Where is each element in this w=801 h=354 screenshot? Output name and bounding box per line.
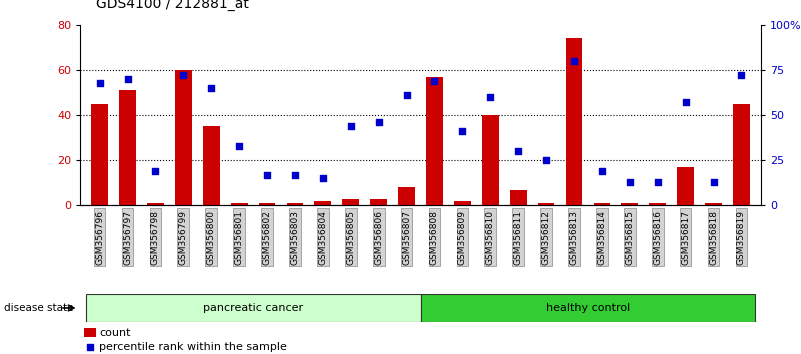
Text: GSM356814: GSM356814 [598, 210, 606, 265]
Text: count: count [99, 328, 131, 338]
Text: GSM356817: GSM356817 [681, 210, 690, 265]
Text: pancreatic cancer: pancreatic cancer [203, 303, 303, 313]
Point [372, 119, 385, 125]
Bar [705, 203, 722, 205]
Bar [421, 294, 755, 322]
Point [177, 73, 190, 78]
Text: GSM356818: GSM356818 [709, 210, 718, 265]
Bar [315, 201, 332, 205]
Text: GSM356804: GSM356804 [318, 210, 328, 265]
Bar [119, 90, 136, 205]
Point [205, 85, 218, 91]
Bar [426, 77, 443, 205]
Text: GSM356798: GSM356798 [151, 210, 160, 265]
Bar [398, 187, 415, 205]
Bar [259, 203, 276, 205]
Text: GSM356819: GSM356819 [737, 210, 746, 265]
Point [707, 179, 720, 185]
Point [623, 179, 636, 185]
Point [260, 172, 273, 177]
Point [540, 157, 553, 163]
Text: GSM356812: GSM356812 [541, 210, 550, 265]
Text: GSM356811: GSM356811 [513, 210, 523, 265]
Text: GSM356797: GSM356797 [123, 210, 132, 265]
Text: GSM356803: GSM356803 [291, 210, 300, 265]
Point [428, 78, 441, 84]
Bar [650, 203, 666, 205]
Text: GSM356802: GSM356802 [263, 210, 272, 265]
Point [456, 129, 469, 134]
Text: GSM356809: GSM356809 [458, 210, 467, 265]
Text: GSM356800: GSM356800 [207, 210, 215, 265]
Bar [509, 189, 526, 205]
Text: percentile rank within the sample: percentile rank within the sample [99, 342, 287, 352]
Bar [537, 203, 554, 205]
Bar [370, 199, 387, 205]
Point [344, 123, 357, 129]
Bar [454, 201, 471, 205]
Text: GSM356810: GSM356810 [485, 210, 495, 265]
Text: GSM356806: GSM356806 [374, 210, 383, 265]
Text: healthy control: healthy control [545, 303, 630, 313]
Bar [622, 203, 638, 205]
Point [121, 76, 134, 82]
Point [233, 143, 246, 149]
Bar [482, 115, 499, 205]
Text: GSM356801: GSM356801 [235, 210, 244, 265]
Point [512, 148, 525, 154]
Bar [147, 203, 164, 205]
Point [316, 176, 329, 181]
Point [595, 168, 608, 174]
Text: GSM356815: GSM356815 [626, 210, 634, 265]
Text: GSM356805: GSM356805 [346, 210, 356, 265]
Bar [175, 70, 191, 205]
Text: GSM356796: GSM356796 [95, 210, 104, 265]
Bar [566, 38, 582, 205]
Bar [342, 199, 359, 205]
Point [83, 344, 96, 350]
Bar [733, 104, 750, 205]
Point [288, 172, 301, 177]
Bar [203, 126, 219, 205]
Text: disease state: disease state [4, 303, 74, 313]
Bar [287, 203, 304, 205]
Point [735, 73, 748, 78]
Text: GSM356816: GSM356816 [653, 210, 662, 265]
Text: GDS4100 / 212881_at: GDS4100 / 212881_at [96, 0, 249, 11]
Text: GSM356813: GSM356813 [570, 210, 578, 265]
Point [679, 99, 692, 105]
Bar [231, 203, 248, 205]
Bar [677, 167, 694, 205]
Bar [594, 203, 610, 205]
Bar [86, 294, 421, 322]
Bar [83, 328, 96, 337]
Point [93, 80, 106, 85]
Text: GSM356807: GSM356807 [402, 210, 411, 265]
Bar [91, 104, 108, 205]
Point [568, 58, 581, 64]
Point [651, 179, 664, 185]
Text: GSM356799: GSM356799 [179, 210, 188, 265]
Point [484, 94, 497, 100]
Point [400, 92, 413, 98]
Text: GSM356808: GSM356808 [430, 210, 439, 265]
Point [149, 168, 162, 174]
